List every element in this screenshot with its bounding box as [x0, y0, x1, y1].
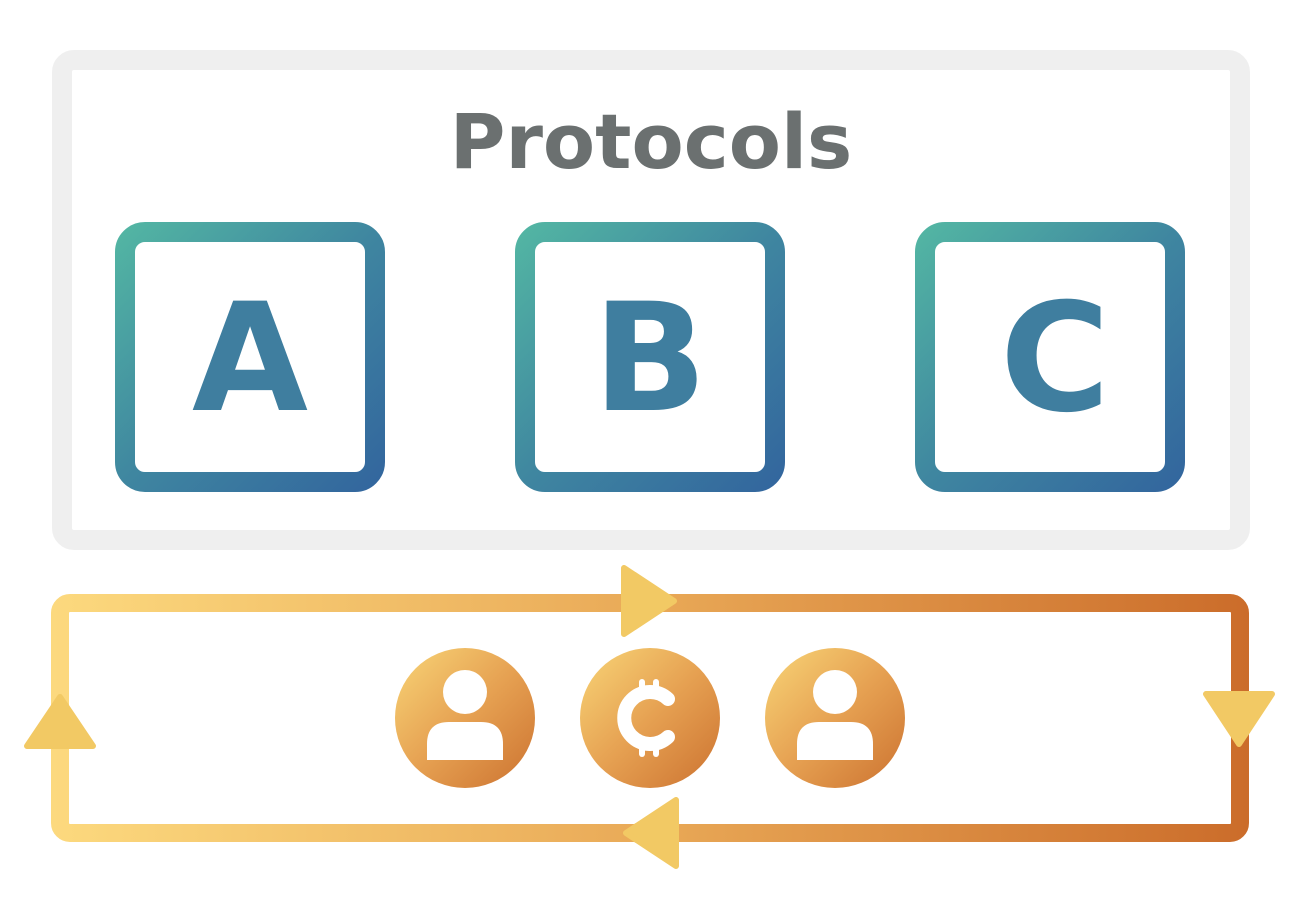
- arrow-left-icon: [623, 797, 679, 869]
- protocol-box-a: A: [115, 222, 385, 492]
- arrow-right-icon: [621, 565, 677, 637]
- bitcoin-icon: [580, 648, 720, 788]
- arrow-up-icon: [24, 694, 96, 749]
- protocol-box-c: C: [915, 222, 1185, 492]
- panel-title: Protocols: [450, 97, 853, 186]
- user-icon: [395, 648, 535, 788]
- arrow-down-icon: [1203, 691, 1275, 747]
- protocol-label-a: A: [192, 272, 308, 446]
- protocol-label-c: C: [1000, 272, 1110, 446]
- protocol-box-b: B: [515, 222, 785, 492]
- protocol-label-b: B: [593, 272, 707, 446]
- user-icon-right: [765, 648, 905, 788]
